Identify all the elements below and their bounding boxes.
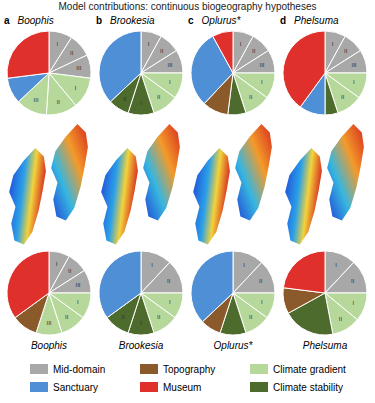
svg-text:II: II	[339, 316, 343, 322]
svg-text:II: II	[157, 94, 161, 100]
html-text:Phelsuma: Phelsuma	[302, 340, 348, 351]
svg-text:I: I	[56, 261, 58, 267]
html-text:Oplurus*: Oplurus*	[201, 15, 241, 26]
html-text:Mid-domain: Mid-domain	[53, 363, 106, 375]
svg-text:I: I	[353, 300, 355, 306]
svg-text:II: II	[65, 314, 69, 320]
html-text:Model contributions: continuou: Model contributions: continuous biogeogr…	[58, 1, 317, 12]
svg-text:III: III	[352, 62, 357, 68]
svg-text:III: III	[46, 320, 51, 326]
svg-text:III: III	[76, 282, 81, 288]
html-text:Oplurus*: Oplurus*	[213, 340, 253, 351]
svg-text:I: I	[148, 41, 150, 47]
svg-text:I: I	[243, 262, 245, 268]
html-text:Boophis: Boophis	[30, 340, 68, 351]
svg-text:I: I	[140, 320, 142, 326]
html-text:c: c	[188, 15, 194, 26]
svg-text:I: I	[332, 41, 334, 47]
svg-text:II: II	[344, 48, 348, 54]
svg-text:I: I	[169, 79, 171, 85]
svg-text:II: II	[351, 278, 355, 284]
svg-text:III: III	[76, 65, 81, 71]
svg-text:II: II	[167, 278, 171, 284]
svg-text:II: II	[122, 314, 126, 320]
html-text:Topography: Topography	[163, 363, 216, 375]
svg-text:I: I	[57, 41, 59, 47]
svg-text:II: II	[249, 314, 253, 320]
svg-text:I: I	[75, 85, 77, 91]
svg-text:III: III	[168, 62, 173, 68]
svg-text:II: II	[249, 94, 253, 100]
svg-text:II: II	[157, 314, 161, 320]
svg-text:I: I	[261, 79, 263, 85]
svg-text:I: I	[353, 79, 355, 85]
html-text:Brookesia: Brookesia	[110, 15, 155, 26]
svg-text:II: II	[123, 96, 127, 102]
svg-text:I: I	[335, 262, 337, 268]
svg-text:II: II	[252, 48, 256, 54]
svg-text:II: II	[68, 268, 72, 274]
svg-text:II: II	[70, 50, 74, 56]
svg-text:I: I	[240, 41, 242, 47]
svg-text:II: II	[259, 278, 263, 284]
html-text:Museum: Museum	[163, 381, 202, 393]
svg-text:III: III	[34, 97, 39, 103]
svg-text:I: I	[140, 100, 142, 106]
html-text:Boophis: Boophis	[17, 15, 54, 26]
svg-text:I: I	[151, 262, 153, 268]
html-text:Climate stability: Climate stability	[273, 381, 343, 393]
html-text:Sanctuary: Sanctuary	[53, 381, 98, 393]
svg-text:II: II	[57, 99, 61, 105]
svg-text:I: I	[261, 299, 263, 305]
html-text:Phelsuma: Phelsuma	[294, 15, 339, 26]
svg-text:I: I	[169, 299, 171, 305]
svg-text:II: II	[160, 48, 164, 54]
html-text:d: d	[280, 15, 287, 26]
svg-text:III: III	[260, 62, 265, 68]
html-text:Brookesia: Brookesia	[118, 340, 164, 351]
svg-text:I: I	[77, 299, 79, 305]
html-text:b: b	[96, 15, 103, 26]
svg-text:II: II	[341, 94, 345, 100]
html-text:Climate gradient: Climate gradient	[273, 363, 346, 375]
html-text:a: a	[4, 15, 10, 26]
